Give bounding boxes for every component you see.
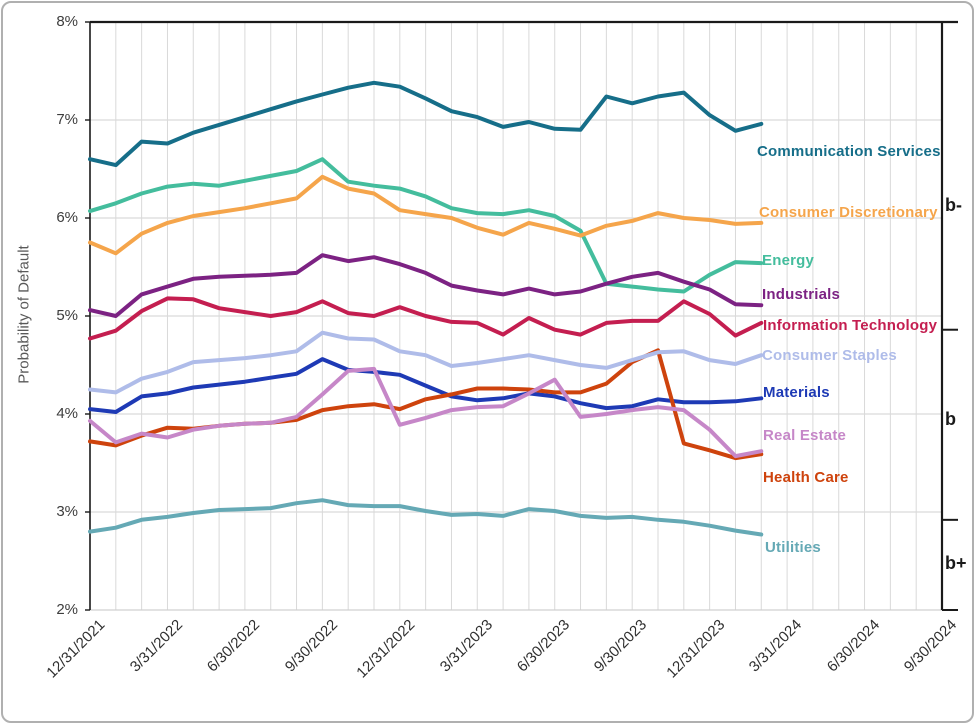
rating-band-label: b [945, 409, 956, 429]
series-line-materials [88, 357, 764, 414]
series-line-information-technology [88, 296, 764, 341]
y-tick-label: 3% [56, 503, 78, 520]
y-tick-label: 4% [56, 405, 78, 422]
legend-label-energy: Energy [762, 252, 815, 269]
y-tick-label: 6% [56, 209, 78, 226]
legend-label-consumer-discretionary: Consumer Discretionary [759, 204, 938, 221]
legend-label-real-estate: Real Estate [763, 427, 847, 444]
legend-label-information-technology: Information Technology [763, 317, 938, 334]
legend-label-materials: Materials [763, 384, 830, 401]
legend-label-communication-services: Communication Services [757, 143, 941, 160]
series-line-real-estate [88, 366, 764, 459]
legend-label-health-care: Health Care [763, 469, 849, 486]
rating-band-label: b- [945, 195, 962, 215]
y-tick-label: 5% [56, 307, 78, 324]
y-tick-label: 8% [56, 13, 78, 30]
series-line-consumer-discretionary [88, 174, 764, 256]
series-line-industrials [88, 253, 764, 318]
series-line-energy [88, 157, 764, 294]
series-line-consumer-staples [88, 330, 764, 395]
series-line-utilities [88, 498, 764, 537]
rating-band-label: b+ [945, 553, 967, 573]
y-tick-label: 2% [56, 601, 78, 618]
series-line-communication-services [88, 80, 764, 168]
legend-label-industrials: Industrials [762, 286, 841, 303]
legend-label-utilities: Utilities [765, 539, 821, 556]
legend-label-consumer-staples: Consumer Staples [762, 347, 897, 364]
y-tick-label: 7% [56, 111, 78, 128]
